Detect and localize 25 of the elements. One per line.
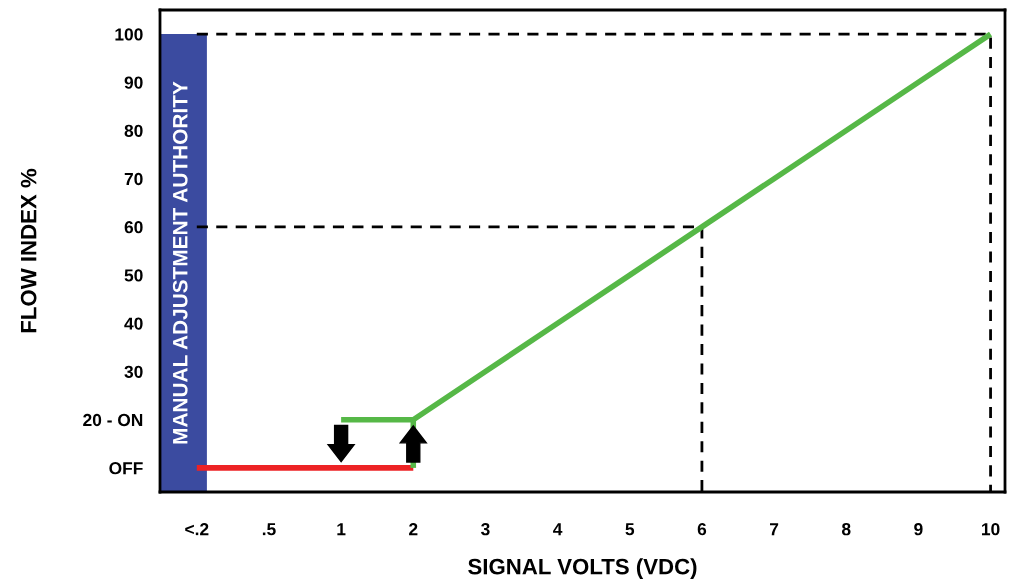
y-tick-label: 60: [124, 221, 143, 234]
y-tick-label: 90: [124, 76, 143, 89]
y-tick-label: 100: [115, 28, 143, 41]
y-tick-label: 30: [124, 365, 143, 378]
x-tick-label: 7: [770, 523, 779, 536]
x-tick-label: 10: [982, 523, 1000, 536]
x-tick-label: 5: [625, 523, 635, 536]
y-tick-label: 80: [124, 124, 143, 137]
x-tick-label: 2: [409, 523, 418, 536]
y-tick-label: 40: [124, 317, 143, 330]
x-tick-label: 1: [337, 523, 346, 536]
band-label: MANUAL ADJUSTMENT AUTHORITY: [172, 81, 188, 444]
x-axis-title: SIGNAL VOLTS (VDC): [468, 558, 697, 579]
x-tick-label: .5: [262, 523, 276, 536]
y-tick-label: OFF: [109, 462, 143, 475]
x-tick-label: 3: [481, 523, 490, 536]
x-tick-label: 6: [697, 523, 707, 536]
y-tick-label: 20 - ON: [83, 413, 143, 427]
x-tick-label: 8: [841, 523, 851, 536]
x-tick-label: 9: [914, 523, 923, 536]
x-tick-label: <.2: [185, 523, 209, 536]
y-tick-label: 50: [124, 269, 143, 282]
y-axis-title: FLOW INDEX %: [20, 168, 37, 333]
x-tick-label: 4: [553, 523, 563, 536]
y-tick-label: 70: [124, 172, 143, 186]
